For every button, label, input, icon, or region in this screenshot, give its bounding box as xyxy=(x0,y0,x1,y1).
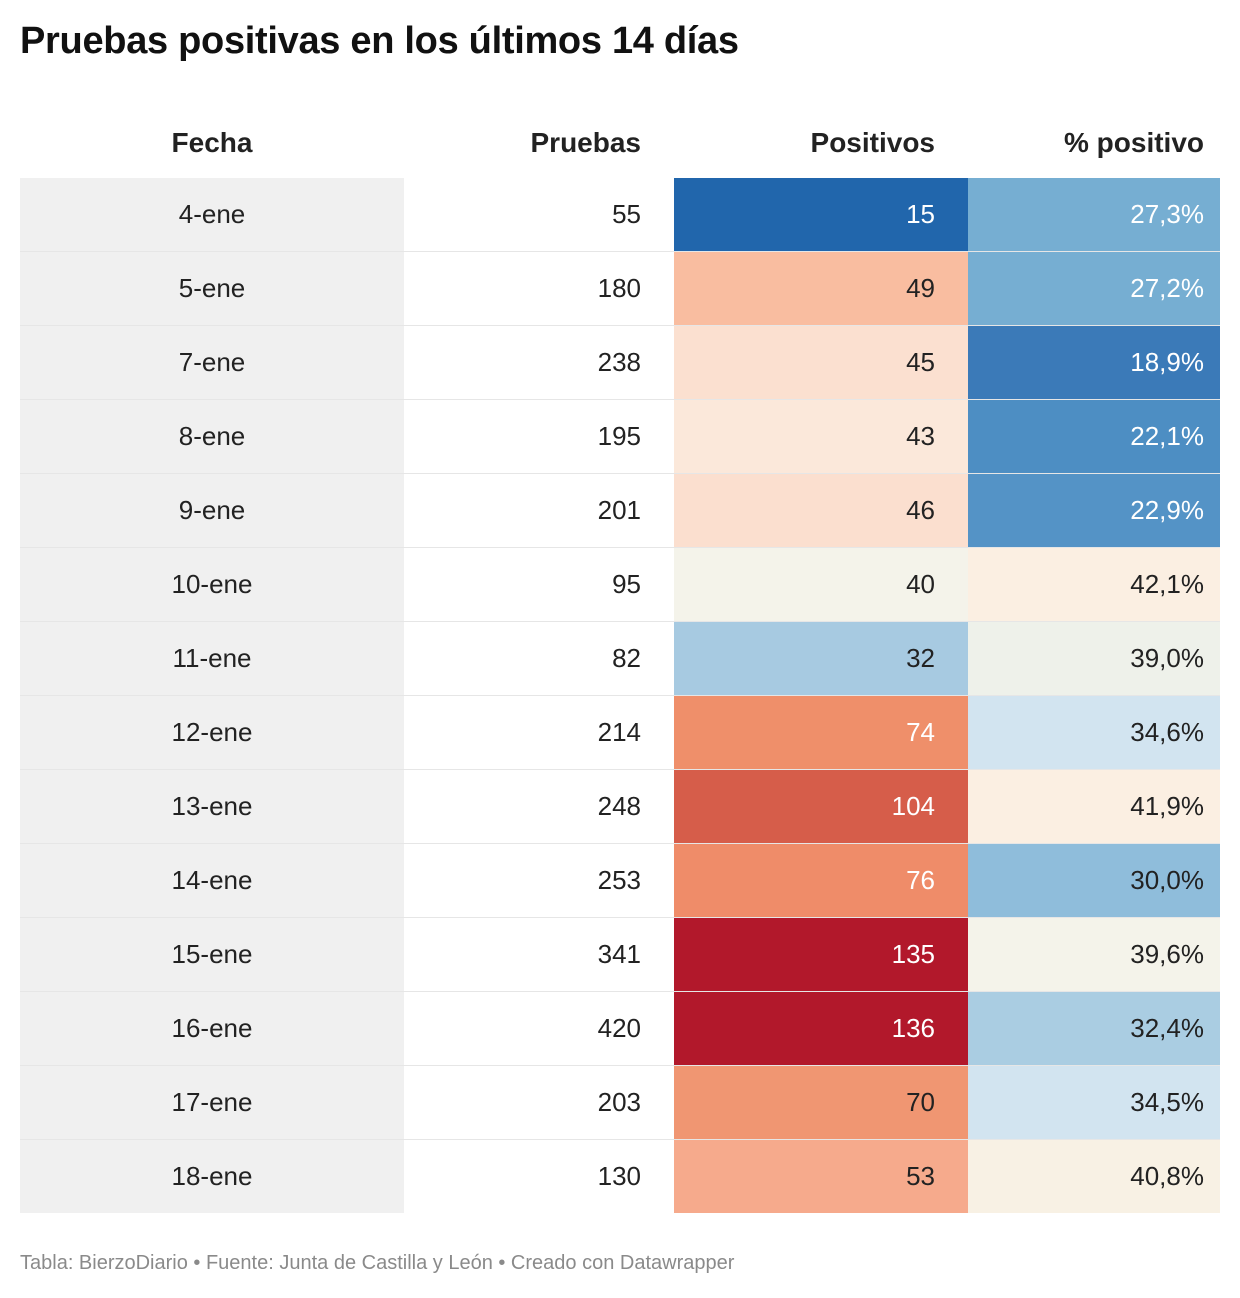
cell-positivos: 40 xyxy=(674,547,968,622)
table-body: 4-ene 55 15 27,3% 5-ene 180 49 27,2% 7-ene 238 45 1… xyxy=(20,178,1220,1213)
table-row: 15-ene 341 135 39,6% xyxy=(20,917,1220,992)
table-row: 4-ene 55 15 27,3% xyxy=(20,178,1220,252)
cell-positivos: 43 xyxy=(674,399,968,474)
data-table: Fecha Pruebas Positivos % positivo 4-ene… xyxy=(20,108,1220,1213)
cell-pruebas: 203 xyxy=(404,1065,674,1140)
table-row: 5-ene 180 49 27,2% xyxy=(20,251,1220,326)
table-row: 12-ene 214 74 34,6% xyxy=(20,695,1220,770)
cell-fecha: 12-ene xyxy=(20,695,404,770)
cell-fecha: 15-ene xyxy=(20,917,404,992)
cell-fecha: 4-ene xyxy=(20,178,404,252)
cell-pct-positivo: 41,9% xyxy=(968,769,1220,844)
cell-fecha: 8-ene xyxy=(20,399,404,474)
cell-fecha: 18-ene xyxy=(20,1139,404,1213)
cell-pruebas: 341 xyxy=(404,917,674,992)
cell-positivos: 104 xyxy=(674,769,968,844)
cell-pruebas: 238 xyxy=(404,325,674,400)
cell-pct-positivo: 32,4% xyxy=(968,991,1220,1066)
chart-title: Pruebas positivas en los últimos 14 días xyxy=(20,20,739,62)
cell-positivos: 46 xyxy=(674,473,968,548)
cell-pruebas: 82 xyxy=(404,621,674,696)
cell-fecha: 14-ene xyxy=(20,843,404,918)
table-row: 16-ene 420 136 32,4% xyxy=(20,991,1220,1066)
cell-pruebas: 55 xyxy=(404,178,674,252)
cell-fecha: 7-ene xyxy=(20,325,404,400)
cell-pct-positivo: 27,3% xyxy=(968,178,1220,252)
table-row: 7-ene 238 45 18,9% xyxy=(20,325,1220,400)
cell-pruebas: 420 xyxy=(404,991,674,1066)
cell-positivos: 70 xyxy=(674,1065,968,1140)
cell-positivos: 76 xyxy=(674,843,968,918)
cell-fecha: 10-ene xyxy=(20,547,404,622)
cell-pruebas: 201 xyxy=(404,473,674,548)
cell-pct-positivo: 40,8% xyxy=(968,1139,1220,1213)
table-row: 11-ene 82 32 39,0% xyxy=(20,621,1220,696)
cell-fecha: 16-ene xyxy=(20,991,404,1066)
cell-pruebas: 180 xyxy=(404,251,674,326)
cell-pct-positivo: 18,9% xyxy=(968,325,1220,400)
cell-positivos: 136 xyxy=(674,991,968,1066)
cell-fecha: 17-ene xyxy=(20,1065,404,1140)
table-row: 14-ene 253 76 30,0% xyxy=(20,843,1220,918)
header-pruebas[interactable]: Pruebas xyxy=(530,127,642,158)
header-pct-positivo[interactable]: % positivo xyxy=(1063,127,1204,158)
cell-pct-positivo: 30,0% xyxy=(968,843,1220,918)
cell-positivos: 53 xyxy=(674,1139,968,1213)
table-row: 10-ene 95 40 42,1% xyxy=(20,547,1220,622)
cell-pct-positivo: 34,5% xyxy=(968,1065,1220,1140)
cell-pct-positivo: 22,1% xyxy=(968,399,1220,474)
cell-positivos: 74 xyxy=(674,695,968,770)
cell-pruebas: 214 xyxy=(404,695,674,770)
cell-positivos: 49 xyxy=(674,251,968,326)
cell-pruebas: 253 xyxy=(404,843,674,918)
cell-positivos: 45 xyxy=(674,325,968,400)
cell-pct-positivo: 34,6% xyxy=(968,695,1220,770)
header-fecha[interactable]: Fecha xyxy=(171,127,253,158)
table-row: 18-ene 130 53 40,8% xyxy=(20,1139,1220,1213)
cell-fecha: 13-ene xyxy=(20,769,404,844)
cell-pct-positivo: 27,2% xyxy=(968,251,1220,326)
cell-positivos: 15 xyxy=(674,178,968,252)
table-row: 13-ene 248 104 41,9% xyxy=(20,769,1220,844)
cell-pct-positivo: 22,9% xyxy=(968,473,1220,548)
cell-fecha: 5-ene xyxy=(20,251,404,326)
cell-pruebas: 248 xyxy=(404,769,674,844)
cell-pct-positivo: 39,6% xyxy=(968,917,1220,992)
cell-pct-positivo: 39,0% xyxy=(968,621,1220,696)
source-footer: Tabla: BierzoDiario • Fuente: Junta de C… xyxy=(20,1252,735,1274)
cell-positivos: 135 xyxy=(674,917,968,992)
table-row: 9-ene 201 46 22,9% xyxy=(20,473,1220,548)
cell-pruebas: 130 xyxy=(404,1139,674,1213)
cell-positivos: 32 xyxy=(674,621,968,696)
cell-pruebas: 195 xyxy=(404,399,674,474)
table-row: 8-ene 195 43 22,1% xyxy=(20,399,1220,474)
header-positivos[interactable]: Positivos xyxy=(810,127,935,158)
header-row: Fecha Pruebas Positivos % positivo xyxy=(20,108,1220,178)
cell-pruebas: 95 xyxy=(404,547,674,622)
cell-fecha: 9-ene xyxy=(20,473,404,548)
cell-pct-positivo: 42,1% xyxy=(968,547,1220,622)
cell-fecha: 11-ene xyxy=(20,621,404,696)
table-row: 17-ene 203 70 34,5% xyxy=(20,1065,1220,1140)
